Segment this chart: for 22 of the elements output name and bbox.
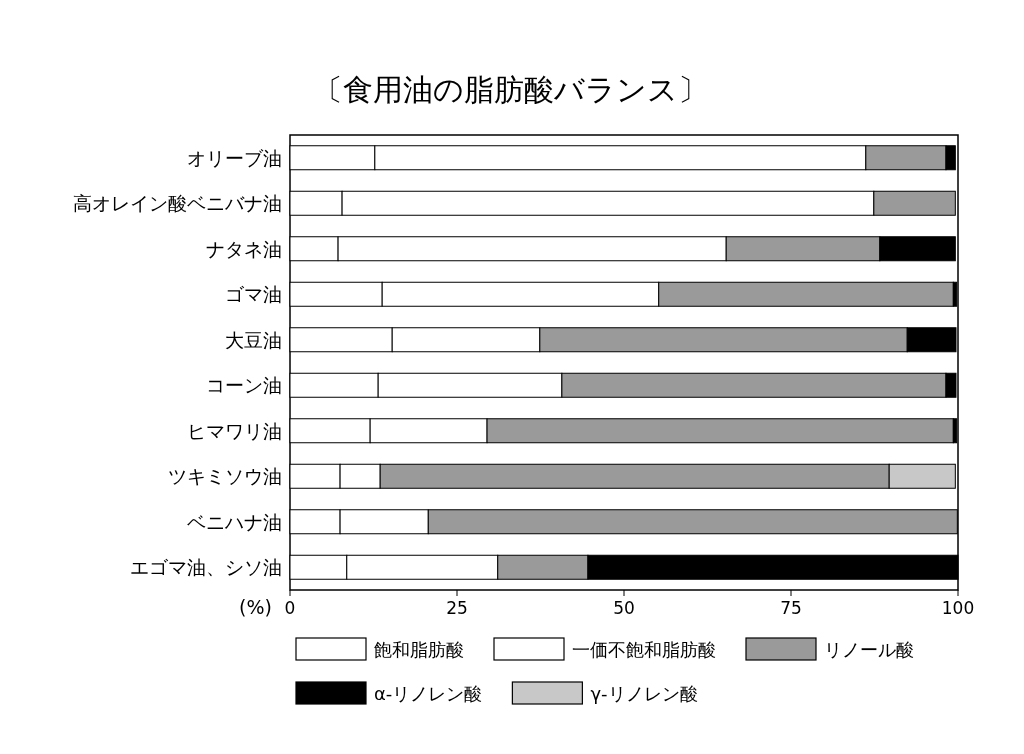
x-tick-label: 25 xyxy=(446,598,468,618)
chart-title: 〔食用油の脂肪酸バランス〕 xyxy=(312,72,708,107)
legend-label: リノール酸 xyxy=(824,639,914,660)
legend-label: 飽和脂肪酸 xyxy=(374,639,464,660)
x-axis-title: (%) xyxy=(239,596,272,618)
legend-label: 一価不飽和脂肪酸 xyxy=(572,639,716,660)
y-tick-label: ベニハナ油 xyxy=(187,510,282,533)
x-tick-label: 50 xyxy=(613,598,635,618)
y-tick-label: 高オレイン酸ベニバナ油 xyxy=(73,192,282,215)
x-tick-label: 100 xyxy=(941,598,975,618)
y-tick-label: ナタネ油 xyxy=(206,237,282,260)
y-tick-label: エゴマ油、シソ油 xyxy=(130,556,282,579)
y-tick-label: ヒマワリ油 xyxy=(187,419,282,442)
y-tick-label: ゴマ油 xyxy=(225,283,282,306)
y-tick-label: 大豆油 xyxy=(225,328,282,351)
x-tick-label: 0 xyxy=(284,598,296,618)
legend-label: γ-リノレン酸 xyxy=(590,683,698,704)
legend-label: α-リノレン酸 xyxy=(374,683,483,704)
y-tick-label: コーン油 xyxy=(206,374,282,397)
y-tick-label: ツキミソウ油 xyxy=(168,465,282,488)
x-tick-label: 75 xyxy=(780,598,802,618)
y-tick-label: オリーブ油 xyxy=(187,146,282,169)
